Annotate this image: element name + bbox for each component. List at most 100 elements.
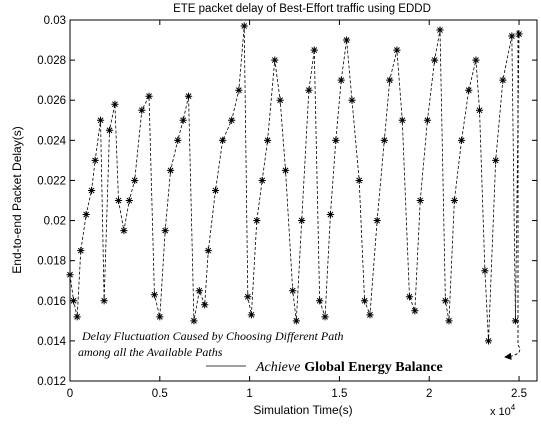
data-point [292,317,300,325]
data-point [87,186,96,195]
data-point [125,196,133,205]
x-multiplier: x 104 [490,403,516,418]
x-tick-label: 1.5 [331,388,347,400]
y-tick-label: 0.016 [37,296,66,308]
y-tick-label: 0.018 [37,256,66,268]
data-point [492,156,500,164]
y-tick-label: 0.012 [37,376,66,388]
x-axis: 0 0.5 1 1.5 2 2.5 [67,20,527,400]
data-point [332,136,340,144]
data-point [445,317,453,325]
data-point [77,247,85,255]
data-point [348,96,356,104]
annotation-fluctuation-line1: Delay Fluctuation Caused by Choosing Dif… [81,329,344,343]
data-point [393,46,401,54]
x-tick-label: 2 [426,388,432,400]
data-point [244,293,252,301]
chart-title: ETE packet delay of Best-Effort traffic … [173,3,431,15]
data-point [66,271,74,279]
data-point [298,216,306,225]
data-point [386,76,394,84]
data-point [380,136,388,144]
y-tick-label: 0.022 [37,175,66,187]
annotation-fluctuation-line2: among all the Available Paths [78,345,223,359]
data-point [111,100,119,108]
data-point [91,156,99,164]
data-point [96,116,105,124]
data-point [240,22,248,30]
data-point [316,297,324,305]
data-point [82,210,90,219]
y-axis-label: End-to-end Packet Delay(s) [10,126,24,273]
data-point [475,106,484,114]
x-tick-label: 0 [67,388,73,400]
y-tick-label: 0.03 [44,15,66,27]
y-tick-label: 0.014 [37,336,66,348]
data-point [174,136,182,144]
data-point [457,136,466,144]
y-tick-label: 0.028 [37,55,66,67]
data-point [247,311,256,319]
data-point [508,32,516,40]
plot-frame [69,19,538,382]
data-point [131,176,139,185]
data-point [120,226,128,235]
data-point [436,26,444,34]
data-point [69,297,78,305]
data-point [411,307,419,315]
series-line [69,25,520,341]
data-point [138,106,146,114]
data-point [195,287,203,295]
data-point [190,317,198,325]
annotation-balance: Achieve Global Energy Balance [255,360,443,375]
data-point [219,136,227,144]
data-point [73,313,81,321]
x-tick-label: 1 [246,388,252,400]
data-point [258,176,266,185]
data-point [253,216,261,225]
data-point [481,267,489,275]
x-tick-label: 0.5 [152,388,168,400]
series-points [66,22,523,345]
data-point [355,176,363,185]
y-tick-label: 0.024 [37,135,66,147]
data-point [156,313,164,321]
y-tick-label: 0.026 [37,95,66,107]
data-point [271,56,279,64]
data-point [211,186,220,195]
data-point [179,116,187,124]
data-point [201,301,209,309]
data-point [366,311,374,319]
data-point [235,86,243,94]
data-point [184,92,193,100]
data-point [228,116,236,124]
y-axis: 0.012 0.014 0.016 0.018 0.02 0.022 0.024 0.026 0… [37,15,537,388]
data-point [431,56,439,64]
data-point [515,30,523,38]
data-point [441,297,449,305]
x-tick-label: 2.5 [511,388,527,400]
x-axis-label: Simulation Time(s) [253,403,352,417]
x-multiplier-base: x 10 [490,406,511,418]
data-point [337,76,345,84]
data-point [204,247,212,255]
data-point [281,166,290,175]
data-point [321,313,329,321]
data-point [499,76,507,84]
data-point [450,196,458,205]
data-point [263,136,272,144]
data-point [373,216,381,225]
data-point [114,196,123,205]
annotation-balance-main: Global Energy Balance [304,360,442,375]
annotation-balance-prefix: Achieve [255,360,300,375]
data-point [511,317,520,325]
y-tick-label: 0.02 [44,216,66,228]
data-point [276,96,284,104]
data-point [484,337,493,345]
data-point [423,116,432,124]
balance-arrow [504,30,521,360]
data-point [405,293,414,301]
data-point [472,56,480,64]
data-point [105,126,114,134]
